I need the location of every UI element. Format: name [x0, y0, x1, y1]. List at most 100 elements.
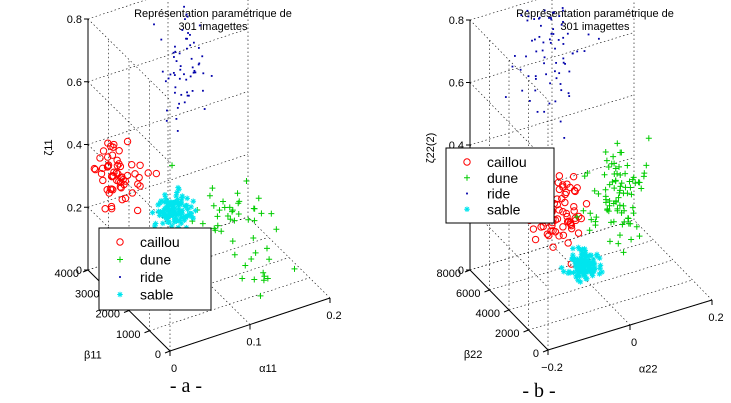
y-tick-label: 1000 [116, 329, 140, 341]
point-caillou [133, 206, 142, 215]
point-dune [586, 227, 593, 234]
point-dune [645, 135, 652, 142]
point-ride [562, 61, 565, 64]
point-ride [554, 100, 557, 103]
point-ride [541, 49, 544, 52]
point-dune [624, 162, 631, 169]
point-ride [197, 63, 200, 66]
grid-line [469, 94, 635, 146]
plot-a: 00.10.20100020003000400000.20.40.60.8α11… [43, 0, 342, 375]
point-ride [186, 15, 189, 18]
point-ride [552, 28, 555, 30]
point-dune [620, 202, 627, 209]
point-dune [273, 226, 280, 233]
grid-line [469, 207, 549, 288]
point-dune [610, 218, 617, 225]
point-ride [193, 69, 196, 72]
point-ride [545, 73, 547, 76]
point-caillou [123, 137, 132, 146]
point-sable [171, 219, 178, 225]
point-ride [186, 91, 188, 94]
point-ride [534, 38, 536, 41]
point-dune [206, 192, 213, 199]
point-ride [176, 130, 179, 132]
grid-line [528, 279, 693, 331]
series-dune [573, 135, 652, 256]
z-axis-label: ζ11 [43, 139, 55, 155]
legend-label-sable: sable [487, 201, 521, 217]
point-ride [189, 75, 192, 78]
y-tick-label: 0 [533, 348, 539, 360]
point-dune [584, 170, 591, 177]
point-caillou [570, 202, 578, 211]
point-sable [169, 200, 176, 207]
legend-label-ride: ride [487, 186, 511, 202]
point-legend-marker-dune [117, 256, 123, 263]
point-caillou [123, 171, 132, 180]
point-dune [624, 215, 631, 222]
point-sable [576, 259, 583, 265]
point-sable [157, 209, 163, 216]
point-ride [504, 96, 507, 98]
x-tick-label: 0 [631, 337, 637, 349]
point-sable [570, 245, 576, 252]
z-tick-label: 0 [458, 265, 464, 277]
point-sable [599, 269, 605, 275]
point-caillou [104, 162, 112, 170]
point-dune [234, 190, 241, 197]
series-sable [149, 184, 199, 239]
y-tick-label: 2000 [96, 309, 120, 321]
point-dune [616, 202, 623, 209]
point-ride [560, 23, 563, 26]
point-dune [266, 256, 273, 263]
point-caillou [134, 180, 142, 188]
point-sable [169, 223, 175, 229]
point-sable [178, 220, 185, 226]
point-dune [591, 187, 598, 194]
point-dune [291, 265, 298, 272]
point-sable [151, 223, 158, 229]
point-caillou [109, 172, 118, 180]
point-sable [171, 211, 177, 217]
grid-line [87, 81, 171, 163]
point-dune [615, 194, 622, 201]
grid-line [469, 219, 635, 271]
point-caillou [135, 173, 143, 182]
point-ride [210, 75, 213, 77]
z-tick-label: 0.4 [67, 140, 82, 152]
point-ride [174, 91, 176, 94]
point-ride [169, 73, 172, 76]
point-legend-marker-caillou [116, 238, 124, 246]
point-dune [264, 275, 271, 282]
point-ride [562, 43, 565, 45]
z-tick-label: 0.8 [449, 15, 464, 27]
point-caillou [555, 172, 564, 180]
point-dune [218, 228, 225, 235]
point-sable [179, 210, 185, 217]
point-ride [555, 61, 557, 64]
point-ride [172, 71, 175, 74]
point-ride [189, 33, 191, 36]
point-sable [582, 247, 588, 254]
point-dune [602, 193, 609, 200]
point-ride [527, 75, 530, 78]
point-ride [540, 24, 542, 27]
point-sable [175, 224, 182, 231]
x-tick-label: −0.2 [541, 362, 563, 374]
x-tick-label: 0.2 [326, 310, 341, 322]
point-ride [543, 56, 546, 59]
point-ride [566, 32, 569, 35]
point-ride [549, 41, 552, 44]
point-sable [174, 196, 181, 203]
point-sable [188, 204, 194, 210]
point-dune [609, 178, 616, 185]
point-caillou [567, 224, 576, 233]
point-ride [558, 72, 561, 75]
point-sable [558, 264, 565, 271]
y-tick-label: 0 [155, 349, 161, 361]
point-ride [174, 86, 177, 89]
point-ride [183, 5, 185, 8]
point-sable [580, 267, 586, 274]
point-caillou [559, 231, 568, 239]
